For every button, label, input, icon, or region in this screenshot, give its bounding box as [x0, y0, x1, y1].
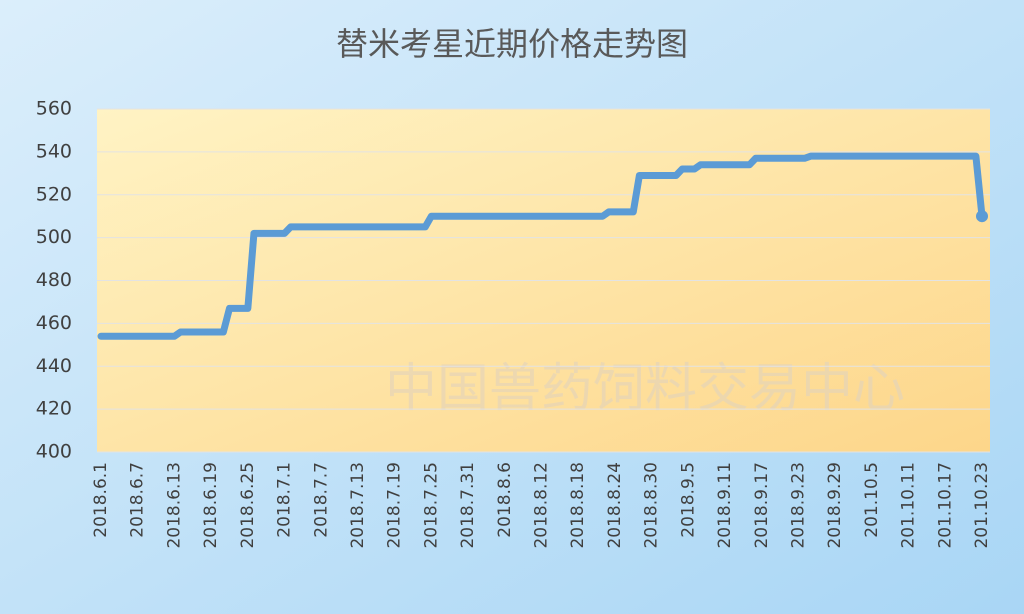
y-tick-label: 540	[36, 140, 72, 162]
x-tick-label: 2018.9.17	[752, 462, 772, 549]
x-tick-label: 2018.8.6	[495, 462, 515, 538]
x-tick-label: 2018.7.25	[421, 462, 441, 549]
x-tick-label: 2018.9.5	[678, 462, 698, 538]
y-tick-label: 440	[36, 355, 72, 377]
x-tick-label: 2018.9.29	[825, 462, 845, 549]
y-tick-label: 480	[36, 269, 72, 291]
x-tick-label: 2018.7.1	[275, 462, 295, 538]
y-tick-label: 420	[36, 398, 72, 420]
y-tick-label: 500	[36, 226, 72, 248]
x-tick-label: 2018.9.11	[715, 462, 735, 549]
x-tick-label: 201.10.5	[862, 462, 882, 538]
y-tick-label: 400	[36, 441, 72, 463]
x-tick-label: 2018.8.30	[642, 462, 662, 549]
x-tick-label: 2018.7.31	[458, 462, 478, 549]
x-tick-label: 2018.9.23	[788, 462, 808, 549]
point	[976, 210, 988, 223]
x-tick-label: 2018.7.13	[348, 462, 368, 549]
x-tick-label: 2018.6.13	[164, 462, 184, 549]
x-tick-label: 2018.8.18	[568, 462, 588, 549]
x-tick-label: 201.10.23	[972, 462, 992, 549]
line	[97, 152, 986, 340]
x-tick-label: 2018.6.25	[238, 462, 258, 549]
x-tick-label: 2018.8.24	[605, 462, 625, 549]
x-tick-label: 2018.7.19	[385, 462, 405, 549]
x-tick-label: 201.10.11	[899, 462, 919, 549]
x-tick-label: 2018.8.12	[532, 462, 552, 549]
x-tick-label: 2018.6.7	[128, 462, 148, 538]
x-tick-label: 2018.7.7	[311, 462, 331, 538]
x-tick-label: 201.10.17	[935, 462, 955, 549]
y-tick-label: 520	[36, 183, 72, 205]
chart-title: 替米考星近期价格走势图	[336, 25, 688, 63]
x-tick-label: 2018.6.19	[201, 462, 221, 549]
x-tick-label: 2018.6.1	[91, 462, 111, 538]
y-tick-label: 460	[36, 312, 72, 334]
y-tick-label: 560	[36, 98, 72, 120]
watermark: 中国兽药饲料交易中心	[385, 359, 905, 419]
